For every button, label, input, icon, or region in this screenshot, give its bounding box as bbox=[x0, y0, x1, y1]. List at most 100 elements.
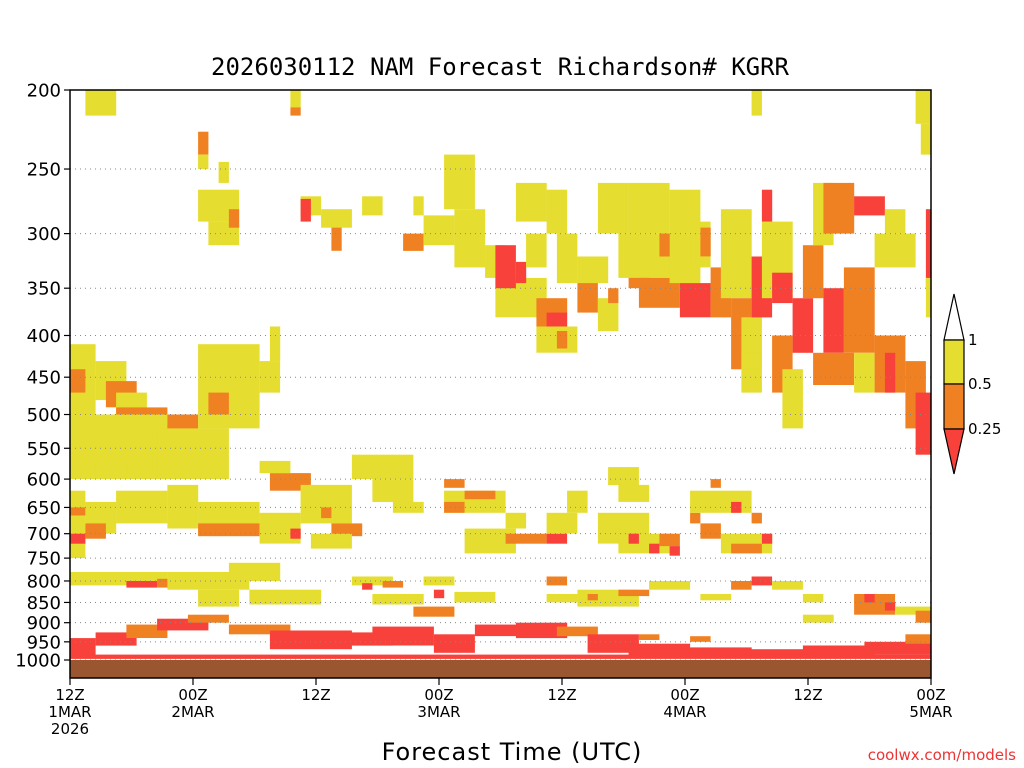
data-cell bbox=[546, 576, 568, 586]
data-cell bbox=[700, 594, 732, 601]
data-cell bbox=[464, 490, 496, 500]
data-cell bbox=[392, 501, 424, 513]
data-cell bbox=[679, 647, 752, 659]
data-cell bbox=[126, 581, 158, 588]
y-tick-label: 300 bbox=[27, 224, 61, 245]
data-cell bbox=[515, 622, 568, 639]
data-cell bbox=[690, 512, 701, 524]
data-cell bbox=[618, 589, 650, 597]
data-cell bbox=[515, 261, 527, 284]
data-cell bbox=[628, 182, 670, 234]
ground-band bbox=[70, 660, 931, 678]
y-tick-label: 400 bbox=[27, 326, 61, 347]
data-cell bbox=[915, 610, 931, 623]
data-cell bbox=[362, 583, 373, 590]
data-cell bbox=[423, 576, 455, 586]
data-cell bbox=[731, 543, 762, 554]
data-cell bbox=[372, 626, 434, 646]
y-tick-label: 900 bbox=[27, 613, 61, 634]
data-cell bbox=[259, 512, 301, 544]
data-cell bbox=[198, 589, 240, 607]
data-cell bbox=[70, 490, 86, 559]
x-tick-label: 4MAR bbox=[663, 703, 706, 721]
data-cell bbox=[731, 501, 742, 513]
data-cell bbox=[700, 523, 721, 539]
data-cell bbox=[874, 233, 916, 268]
credit-text: coolwx.com/models bbox=[868, 746, 1016, 764]
data-cell bbox=[772, 272, 793, 304]
data-cell bbox=[228, 624, 291, 635]
data-cell bbox=[884, 602, 896, 611]
data-cell bbox=[920, 123, 932, 155]
y-tick-label: 350 bbox=[27, 279, 61, 300]
data-cell bbox=[864, 641, 931, 655]
data-cell bbox=[228, 209, 240, 228]
data-cell bbox=[577, 277, 598, 313]
data-cell bbox=[905, 634, 931, 644]
data-cell bbox=[546, 312, 568, 331]
data-cell bbox=[413, 196, 424, 216]
x-tick-label: 00Z bbox=[424, 686, 453, 704]
data-cell bbox=[198, 344, 260, 429]
data-cell bbox=[70, 654, 931, 659]
data-cell bbox=[167, 484, 199, 529]
legend: 1 0.5 0.25 bbox=[943, 293, 1001, 475]
data-cell bbox=[546, 533, 568, 544]
data-cell bbox=[556, 626, 598, 637]
data-cell bbox=[198, 131, 209, 155]
legend-swatch-orange bbox=[943, 383, 965, 430]
data-cell bbox=[577, 256, 609, 284]
y-tick-label: 450 bbox=[27, 368, 61, 389]
x-tick-label: 00Z bbox=[916, 686, 945, 704]
x-tick-label: 12Z bbox=[301, 686, 330, 704]
data-cell bbox=[792, 298, 814, 353]
data-cell bbox=[587, 594, 598, 601]
data-cell bbox=[423, 215, 455, 246]
chart-title: 2026030112 NAM Forecast Richardson# KGRR bbox=[211, 53, 790, 81]
data-cell bbox=[802, 594, 824, 603]
data-cell bbox=[649, 543, 660, 554]
data-cell bbox=[925, 277, 931, 318]
y-tick-label: 750 bbox=[27, 549, 61, 570]
y-tick-label: 650 bbox=[27, 498, 61, 519]
data-cell bbox=[628, 643, 691, 657]
data-cell bbox=[331, 523, 363, 537]
data-cell bbox=[628, 533, 639, 544]
y-tick-label: 700 bbox=[27, 524, 61, 545]
y-tick-label: 1000 bbox=[15, 651, 61, 672]
data-cell bbox=[567, 490, 588, 513]
data-cell bbox=[597, 182, 629, 234]
data-cell bbox=[70, 638, 96, 657]
y-axis: 200 250 300 350 400 450 500 550 600 650 700 7508008… bbox=[15, 81, 70, 672]
x-tick-label: 00Z bbox=[178, 686, 207, 704]
data-cell bbox=[895, 606, 931, 615]
data-cell bbox=[157, 428, 229, 480]
data-cell bbox=[85, 523, 106, 539]
y-tick-label: 850 bbox=[27, 593, 61, 614]
data-cell bbox=[157, 618, 209, 631]
data-cell bbox=[546, 189, 568, 234]
x-tick-label: 3MAR bbox=[417, 703, 460, 721]
data-cell bbox=[823, 182, 855, 234]
y-tick-label: 950 bbox=[27, 632, 61, 653]
data-cell bbox=[690, 490, 752, 513]
data-cell bbox=[290, 107, 301, 116]
y-tick-label: 500 bbox=[27, 405, 61, 426]
data-cell bbox=[413, 606, 455, 617]
data-cell bbox=[700, 227, 711, 257]
data-cell bbox=[864, 594, 875, 603]
data-cell bbox=[618, 484, 650, 502]
data-cell bbox=[505, 512, 527, 529]
data-cell bbox=[772, 581, 803, 590]
data-cell bbox=[198, 154, 209, 170]
x-tick-label: 2026 bbox=[51, 720, 89, 738]
data-cell bbox=[526, 233, 547, 268]
data-cell bbox=[290, 90, 301, 108]
data-cell bbox=[659, 233, 670, 257]
data-cell bbox=[751, 576, 773, 586]
data-cell bbox=[802, 614, 834, 623]
data-cell bbox=[259, 460, 291, 474]
data-cell bbox=[218, 161, 229, 183]
data-cell bbox=[474, 624, 527, 637]
data-cell bbox=[608, 467, 639, 485]
